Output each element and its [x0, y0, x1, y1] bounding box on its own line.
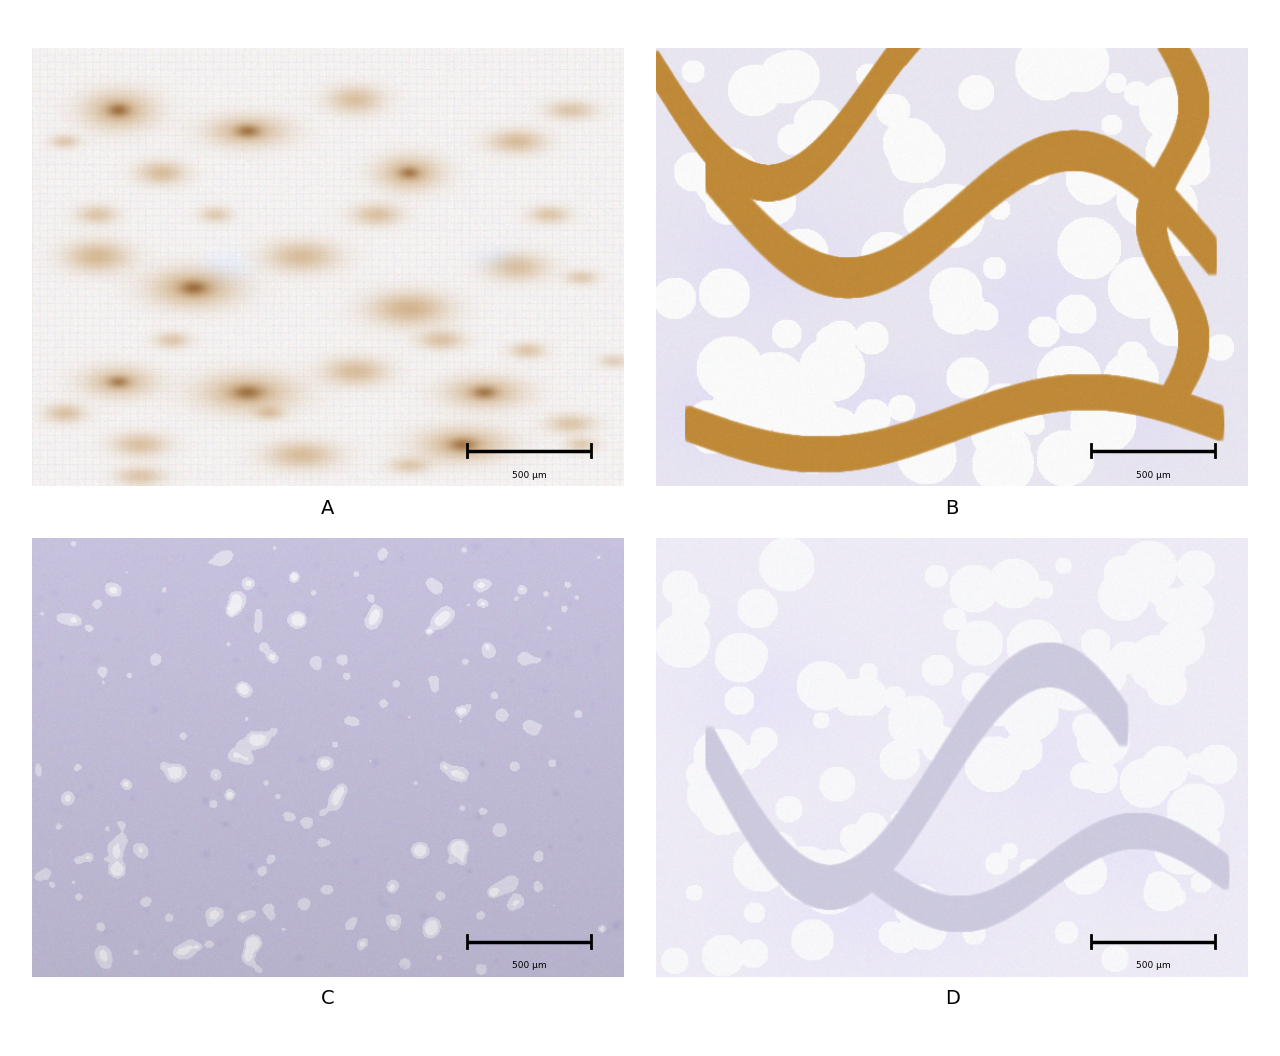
Text: 500 μm: 500 μm: [512, 471, 547, 479]
Text: 500 μm: 500 μm: [1137, 471, 1171, 479]
Text: 500 μm: 500 μm: [512, 961, 547, 970]
Text: A: A: [321, 498, 334, 517]
Text: C: C: [321, 989, 334, 1008]
Text: 500 μm: 500 μm: [1137, 961, 1171, 970]
Text: D: D: [945, 989, 960, 1008]
Text: B: B: [946, 498, 959, 517]
